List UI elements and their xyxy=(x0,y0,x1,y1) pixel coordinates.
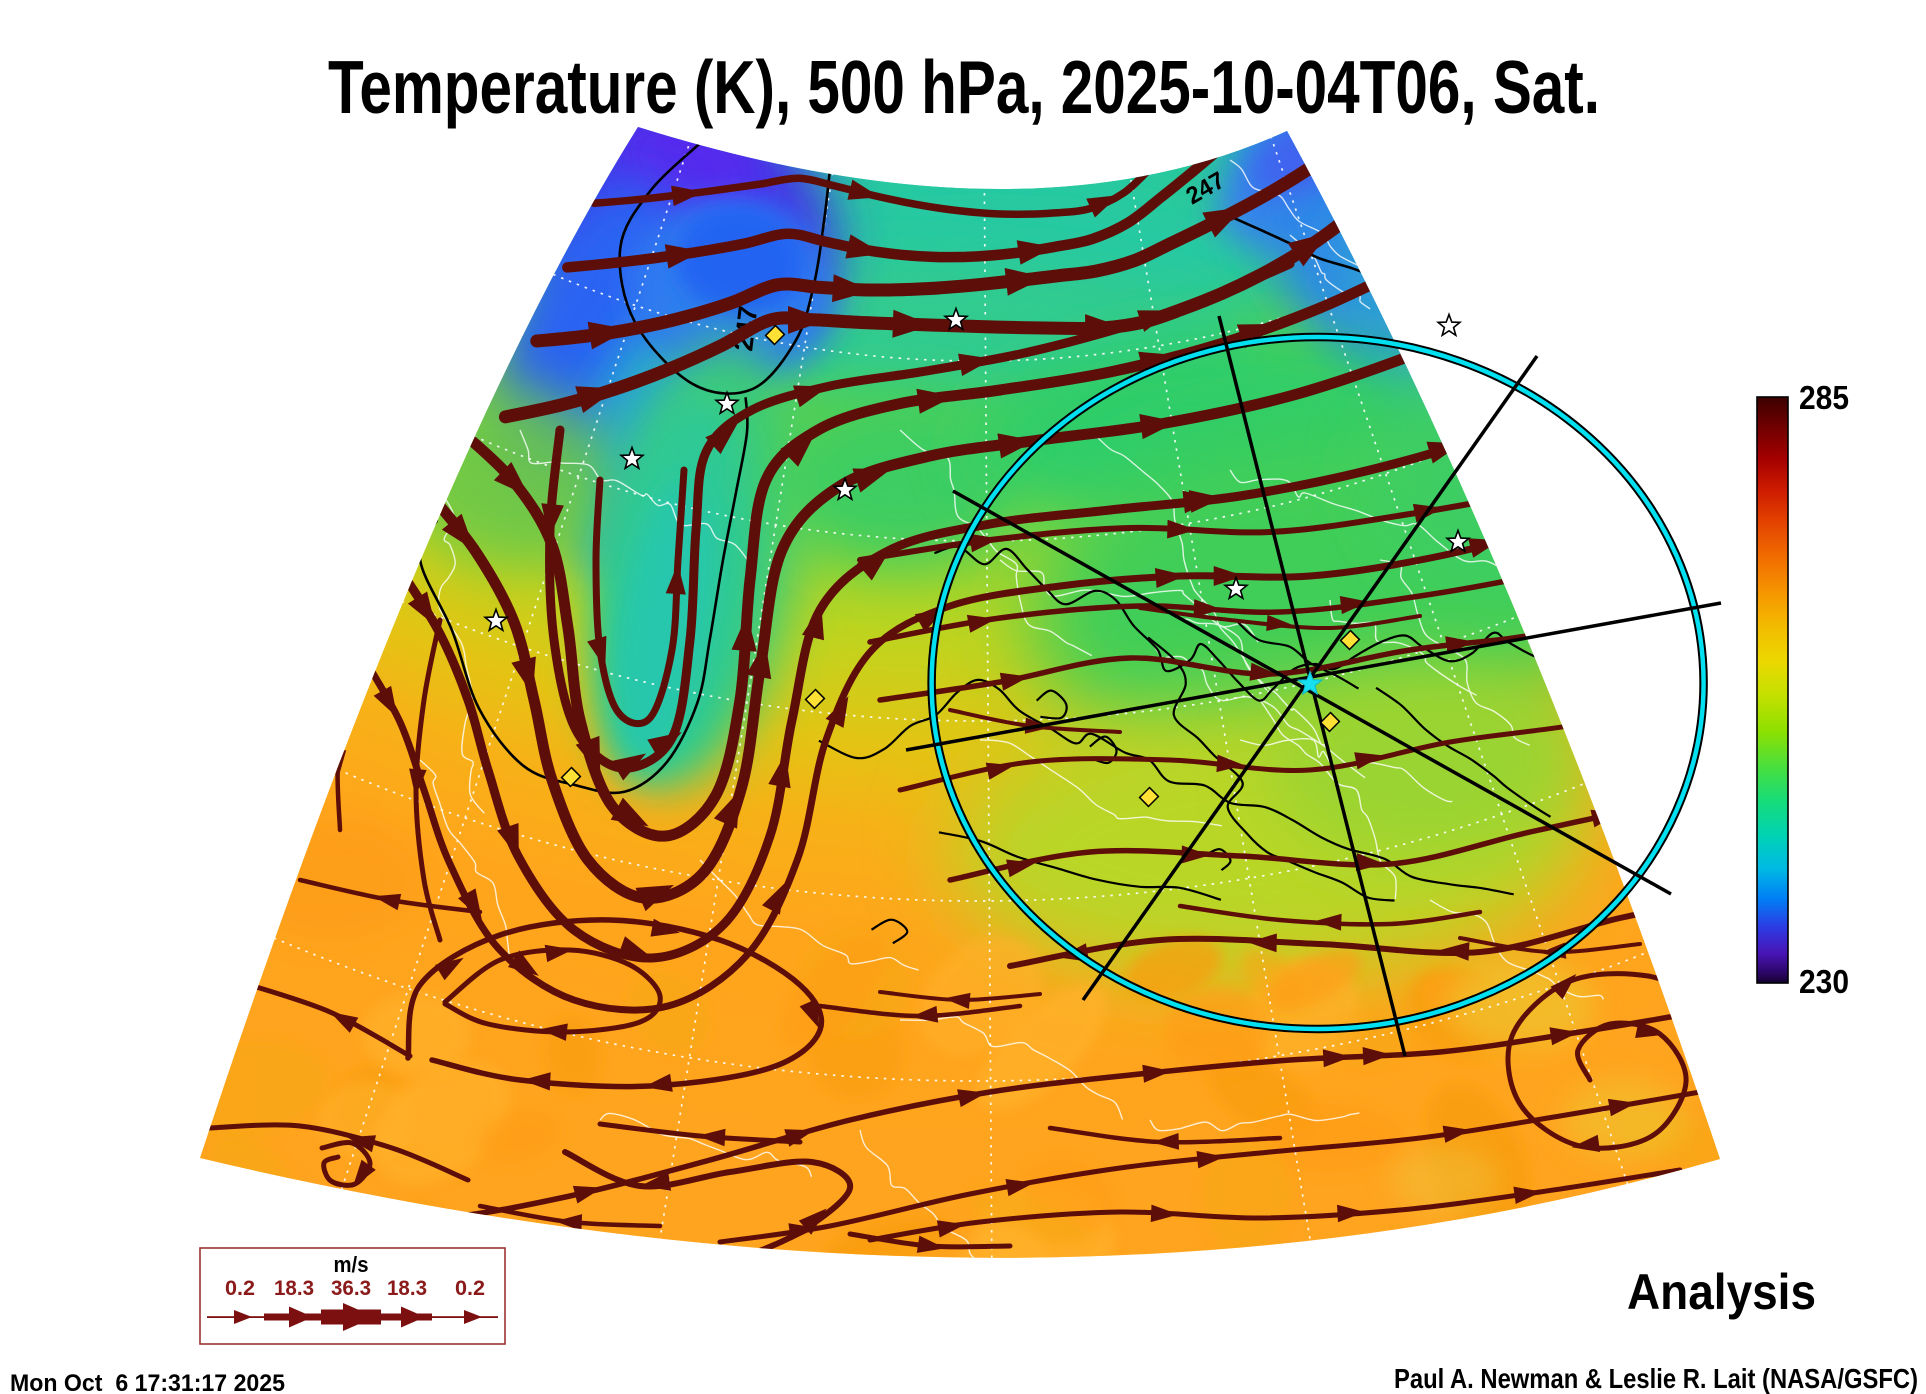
svg-text:Analysis: Analysis xyxy=(1627,1264,1816,1320)
svg-text:18.3: 18.3 xyxy=(274,1277,314,1300)
svg-text:Paul A. Newman & Leslie R. Lai: Paul A. Newman & Leslie R. Lait (NASA/GS… xyxy=(1394,1363,1918,1394)
svg-text:0.2: 0.2 xyxy=(225,1277,255,1300)
svg-text:36.3: 36.3 xyxy=(331,1277,371,1300)
svg-text:m/s: m/s xyxy=(334,1252,369,1277)
svg-text:Temperature (K), 500 hPa, 2025: Temperature (K), 500 hPa, 2025-10-04T06,… xyxy=(328,45,1600,129)
svg-text:230: 230 xyxy=(1799,963,1849,1000)
svg-text:18.3: 18.3 xyxy=(387,1277,427,1300)
svg-text:0.2: 0.2 xyxy=(455,1277,485,1300)
svg-text:285: 285 xyxy=(1799,379,1849,416)
svg-text:Mon Oct 6 17:31:17 2025: Mon Oct 6 17:31:17 2025 xyxy=(10,1370,285,1394)
